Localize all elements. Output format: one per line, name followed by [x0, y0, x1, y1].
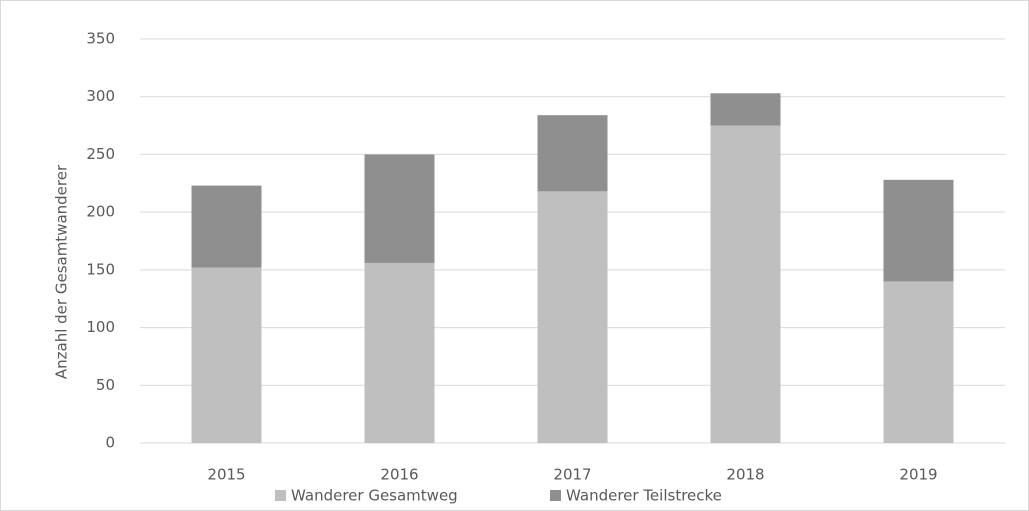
legend-label: Wanderer Gesamtweg	[291, 487, 458, 505]
legend-swatch	[550, 490, 561, 501]
bar-segment	[191, 267, 262, 443]
bar-segment	[883, 179, 954, 282]
bar-segment	[191, 185, 262, 268]
legend-swatch	[275, 490, 286, 501]
legend-label: Wanderer Teilstrecke	[566, 487, 722, 505]
bar-segment	[537, 115, 608, 192]
bar-segment	[364, 262, 435, 443]
x-tick-label: 2017	[553, 466, 591, 484]
x-tick-label: 2019	[899, 466, 937, 484]
bar-segment	[710, 93, 781, 126]
y-tick-label: 100	[86, 318, 115, 336]
bar-segment	[883, 281, 954, 443]
bar-segment	[710, 125, 781, 444]
y-tick-label: 300	[86, 87, 115, 105]
y-tick-label: 50	[96, 376, 115, 394]
y-tick-label: 0	[105, 434, 115, 452]
y-tick-label: 350	[86, 30, 115, 48]
x-tick-label: 2018	[726, 466, 764, 484]
bar-segment	[537, 191, 608, 443]
y-tick-label: 250	[86, 145, 115, 163]
x-tick-label: 2016	[380, 466, 418, 484]
y-tick-label: 150	[86, 260, 115, 278]
y-axis-label: Anzahl der Gesamtwanderer	[53, 164, 71, 379]
x-tick-label: 2015	[207, 466, 245, 484]
bar-segment	[364, 154, 435, 263]
y-tick-label: 200	[86, 203, 115, 221]
